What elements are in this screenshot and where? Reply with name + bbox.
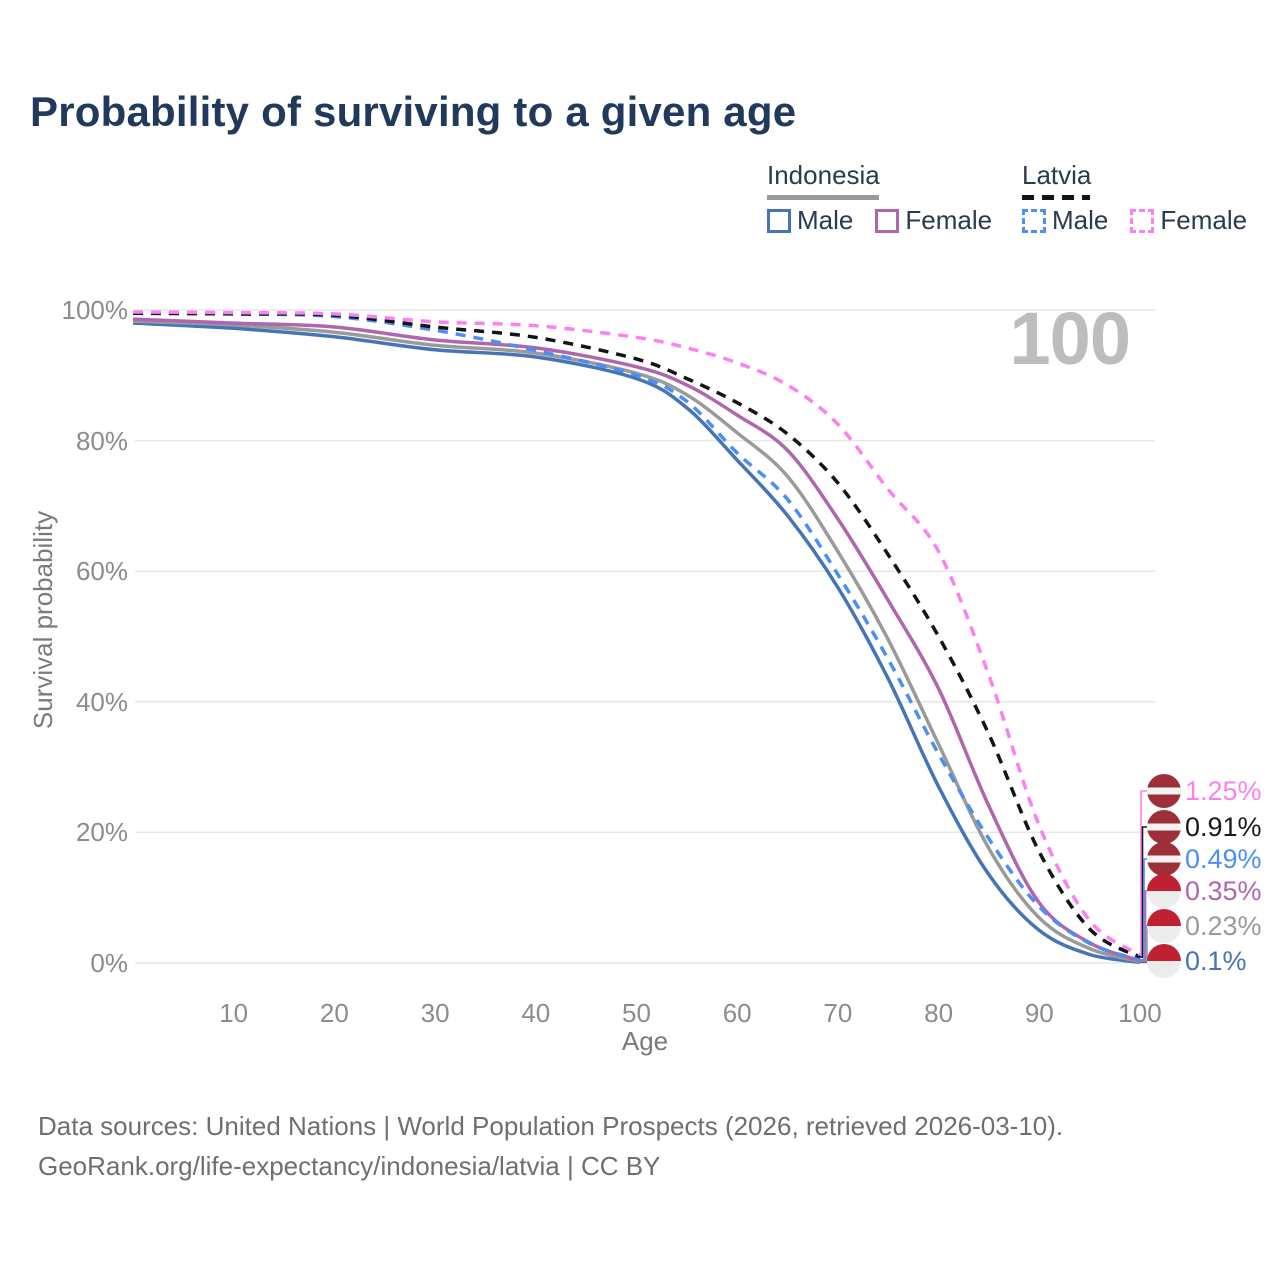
- curve-indonesia-total: [132, 319, 1141, 964]
- legend-group-label: Latvia: [1022, 160, 1092, 190]
- x-tick-label: 90: [1024, 998, 1054, 1028]
- end-label-value: 0.35%: [1185, 875, 1262, 906]
- end-label-latvia-male: 0.49%: [1147, 842, 1262, 876]
- legend-item-label: Male: [1052, 205, 1109, 235]
- legend-item-latvia-male[interactable]: Male: [1022, 205, 1108, 236]
- x-tick-label: 30: [420, 998, 450, 1028]
- end-label-value: 0.49%: [1185, 843, 1262, 874]
- latvia-flag-icon: [1147, 810, 1181, 844]
- legend-group-latvia[interactable]: Latvia: [1022, 160, 1091, 200]
- age-counter-watermark: 100: [1009, 297, 1131, 380]
- y-tick-label: 40%: [75, 686, 128, 717]
- end-label-connector: [1140, 790, 1150, 956]
- x-tick-label: 50: [622, 998, 651, 1028]
- footer-url-line: GeoRank.org/life-expectancy/indonesia/la…: [38, 1151, 661, 1181]
- end-label-value: 0.91%: [1185, 811, 1262, 842]
- curve-indonesia-male: [132, 321, 1141, 965]
- end-label-value: 0.23%: [1185, 910, 1262, 941]
- end-label-connector: [1140, 826, 1150, 958]
- y-tick-label: 20%: [75, 817, 128, 848]
- x-tick-label: 70: [823, 998, 853, 1028]
- x-tick-label: 40: [521, 998, 551, 1028]
- legend-item-latvia-female[interactable]: Female: [1130, 205, 1247, 236]
- y-tick-label: 80%: [75, 425, 128, 456]
- curve-indonesia-female: [132, 317, 1141, 963]
- legend-item-label: Female: [905, 205, 993, 235]
- end-label-latvia-female: 1.25%: [1147, 774, 1262, 808]
- legend-item-indonesia-female[interactable]: Female: [875, 205, 992, 236]
- y-tick-label: 60%: [75, 556, 128, 587]
- end-label-indonesia-male: 0.1%: [1147, 944, 1247, 978]
- latvia-flag-icon: [1147, 842, 1181, 876]
- x-axis-title: Age: [621, 1026, 669, 1056]
- legend-group-label: Indonesia: [767, 160, 880, 190]
- page-title: Probability of surviving to a given age: [30, 88, 797, 135]
- indonesia-flag-icon: [1147, 909, 1181, 943]
- end-label-value: 0.1%: [1185, 945, 1247, 976]
- legend-group-indonesia[interactable]: Indonesia: [767, 160, 880, 200]
- end-label-indonesia-female: 0.35%: [1147, 874, 1262, 908]
- x-tick-label: 10: [219, 998, 249, 1028]
- y-tick-label: 0%: [90, 948, 128, 978]
- end-label-indonesia-total: 0.23%: [1147, 909, 1262, 943]
- curve-latvia-male: [132, 310, 1141, 962]
- legend-items-latvia: Male Female: [1022, 205, 1269, 236]
- latvia-flag-icon: [1147, 774, 1181, 808]
- x-tick-label: 20: [319, 998, 349, 1028]
- solid-swatch-icon: [767, 208, 791, 233]
- footer-attribution: Data sources: United Nations | World Pop…: [38, 1106, 1063, 1186]
- y-axis-title: Survival probability: [28, 510, 58, 730]
- solid-line-swatch: [767, 195, 879, 200]
- legend-items-indonesia: Male Female: [767, 205, 1014, 236]
- curve-latvia-female: [132, 310, 1141, 957]
- dashed-swatch-icon: [1022, 208, 1046, 233]
- dashed-line-swatch: [1022, 195, 1090, 200]
- curve-latvia-total: [132, 311, 1141, 959]
- y-tick-label: 100%: [61, 295, 129, 325]
- dashed-swatch-icon: [1130, 208, 1155, 233]
- legend-item-label: Male: [797, 205, 854, 235]
- x-tick-label: 80: [924, 998, 954, 1028]
- legend-item-label: Female: [1160, 205, 1248, 235]
- legend-item-indonesia-male[interactable]: Male: [767, 205, 853, 236]
- indonesia-flag-icon: [1147, 874, 1181, 908]
- x-tick-label: 100: [1118, 998, 1162, 1028]
- solid-swatch-icon: [875, 208, 900, 233]
- end-label-latvia-total: 0.91%: [1147, 810, 1262, 844]
- end-label-value: 1.25%: [1185, 775, 1262, 806]
- footer-sources-line: Data sources: United Nations | World Pop…: [38, 1111, 1064, 1141]
- indonesia-flag-icon: [1147, 944, 1181, 978]
- x-tick-label: 60: [722, 998, 752, 1028]
